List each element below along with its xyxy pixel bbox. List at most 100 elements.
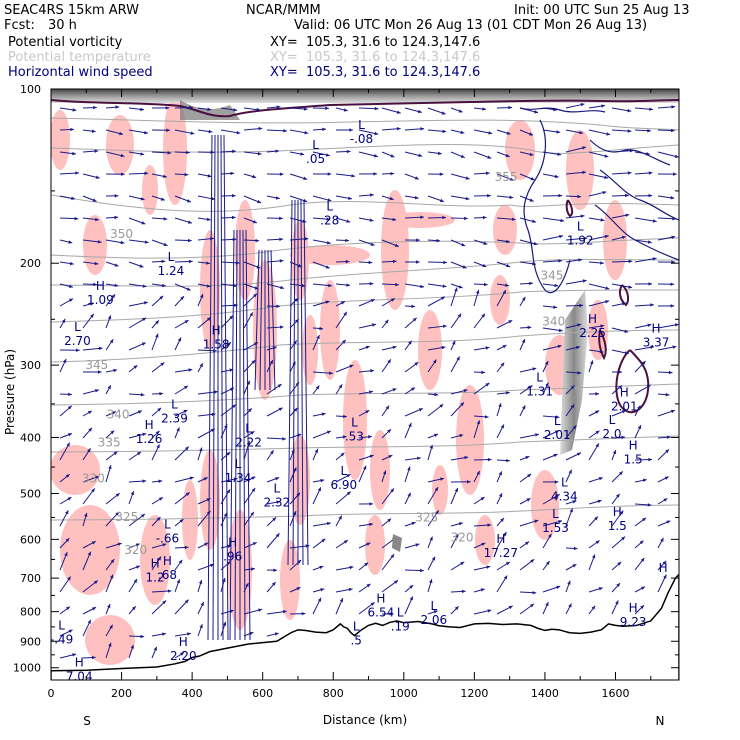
wind-arrow-head [482, 263, 487, 268]
wind-arrow-head [226, 489, 231, 494]
jet-arrow [267, 249, 271, 391]
wind-arrow-head [140, 197, 145, 201]
wind-arrow-head [227, 544, 232, 549]
wind-arrow-head [452, 340, 456, 345]
wind-arrow-head [503, 575, 508, 580]
wind-arrow-head [233, 283, 237, 288]
wind-arrow-head [488, 131, 493, 135]
pv-contours [51, 99, 679, 414]
wind-arrow-head [327, 198, 332, 202]
wind-arrow-head [433, 433, 438, 437]
wind-arrow-head [612, 450, 617, 455]
extremum-type: L [312, 138, 319, 152]
extremum-type: H [652, 322, 661, 336]
wind-arrow-head [578, 258, 583, 262]
wind-arrow-head [189, 259, 193, 264]
wind-arrow-head [600, 324, 605, 328]
wind-arrow-head [346, 491, 351, 496]
wind-arrow-head [392, 345, 397, 350]
wind-arrow-head [382, 470, 387, 475]
wind-arrow-head [178, 559, 183, 564]
wind-arrow-head [368, 260, 373, 265]
wind-arrow-head [457, 313, 462, 318]
wind-arrow-head [435, 510, 439, 515]
wind-arrow-head [598, 587, 603, 591]
wind-arrow-head [437, 151, 442, 156]
wind-arrow-head [114, 263, 119, 267]
extremum-value: .68 [158, 568, 177, 582]
wind-arrow-head [317, 487, 321, 492]
wind-arrow-head [390, 488, 394, 493]
theta-label: 355 [495, 170, 518, 184]
wind-arrow-head [142, 284, 147, 288]
wind-arrow-head [166, 128, 170, 132]
wind-arrow-head [408, 340, 412, 345]
wind-arrow-head [207, 107, 212, 111]
wind-arrow-head [65, 538, 70, 543]
wind-arrow-head [579, 130, 584, 135]
wind-arrow-head [568, 469, 572, 474]
wind-arrow-head [72, 151, 76, 156]
extremum-value: 2.20 [170, 649, 197, 663]
extremum-type: H [659, 561, 668, 575]
wind-arrow-head [664, 476, 669, 480]
wind-arrow-head [511, 217, 516, 221]
wind-arrow-head [162, 543, 167, 547]
wind-arrow-head [480, 497, 485, 501]
wind-arrow-head [365, 345, 370, 350]
wind-arrow-head [115, 493, 120, 497]
wind-arrow-head [498, 403, 502, 408]
extremum-value: 1.92 [567, 234, 594, 248]
wind-arrow-head [270, 450, 274, 455]
wind-arrow-head [647, 323, 652, 327]
wind-arrow-head [369, 390, 373, 394]
wind-arrow-head [275, 196, 280, 200]
wind-arrow-head [144, 240, 149, 244]
wind-arrow-head [521, 339, 526, 344]
wind-arrow-head [454, 606, 459, 611]
wind-arrow-head [560, 218, 565, 223]
wind-arrow-head [595, 443, 599, 448]
wind-arrow-head [322, 127, 326, 132]
wind-arrow-head [648, 457, 653, 462]
wind-arrow-head [250, 511, 254, 516]
wind-arrow-head [647, 128, 651, 133]
wind-arrow-head [190, 131, 195, 135]
wind-arrow-head [226, 451, 231, 456]
wind-arrow-head [184, 545, 189, 550]
wind-arrow-head [483, 282, 488, 287]
extremum-value: .19 [391, 620, 410, 634]
wind-arrow-head [167, 151, 172, 155]
wind-arrow-head [257, 199, 262, 204]
wind-arrow-head [442, 284, 447, 288]
wind-arrow-head [464, 455, 469, 460]
wind-arrow-head [463, 389, 468, 393]
wind-arrow-head [142, 317, 147, 322]
wind-arrow-head [485, 171, 490, 175]
legend-wind-name: Horizontal wind speed [8, 65, 153, 80]
wind-arrow-head [233, 108, 238, 112]
jet-arrow [207, 134, 213, 641]
wind-arrow-head [460, 402, 464, 407]
wind-arrow-head [183, 385, 188, 390]
wind-arrow-head [599, 349, 604, 354]
extremum-type: H [588, 312, 597, 326]
wind-arrow-head [429, 536, 433, 541]
wind-arrow-head [142, 432, 147, 437]
wind-arrow-head [525, 541, 529, 546]
wind-arrow-head [346, 474, 351, 478]
wind-arrow-head [325, 106, 329, 111]
wind-arrow-head [184, 599, 189, 604]
y-tick-label: 600 [20, 533, 41, 546]
wind-arrow-head [368, 435, 372, 439]
x-tick-label: 200 [111, 687, 132, 700]
wind-arrow-head [618, 471, 623, 476]
wind-arrow-head [604, 234, 609, 239]
wind-arrow-head [621, 235, 626, 240]
wind-arrow-head [162, 632, 166, 636]
wind-arrow-head [325, 265, 330, 269]
wind-arrow-head [61, 318, 66, 323]
extremum-value: 2.01 [611, 399, 638, 413]
wind-arrow-head [189, 105, 193, 110]
wind-arrow [634, 257, 657, 263]
